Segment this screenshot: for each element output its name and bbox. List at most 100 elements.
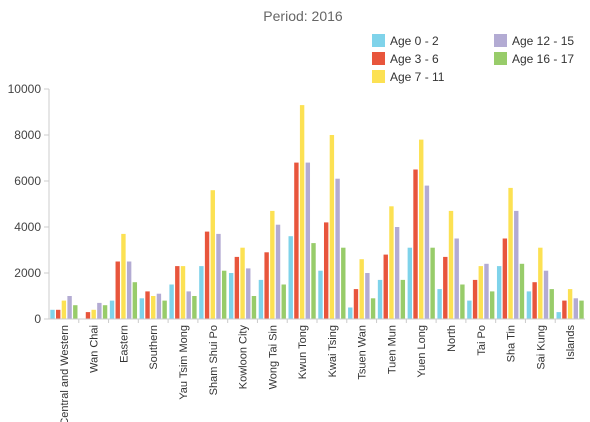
bar [526,291,532,319]
bar [323,222,329,319]
legend-swatch [494,34,507,47]
legend-label: Age 3 - 6 [390,52,439,66]
x-tick-label: Tuen Mun [386,325,398,374]
legend-label: Age 7 - 11 [390,70,445,84]
bar [91,309,96,319]
legend-swatch [372,52,385,65]
legend: Age 0 - 2 Age 3 - 6 Age 7 - 11 Age 12 - 15 A… [372,34,574,84]
bar [573,298,579,319]
bar [228,273,234,319]
bar [370,298,376,319]
bar [556,312,561,319]
x-tick-label: Sai Kung [535,325,547,370]
bar [258,279,264,319]
x-tick-label: Tai Po [476,325,488,356]
bar [424,185,430,319]
bar [264,252,269,319]
bar [478,266,483,319]
bar [383,254,388,319]
bar [318,270,323,319]
bar [502,238,508,319]
legend-swatch [494,52,507,65]
bar [115,261,120,319]
bar [413,169,418,319]
y-tick-label: 10000 [8,82,42,96]
bar [246,268,251,319]
bar [489,291,495,319]
legend-label: Age 12 - 15 [512,34,574,48]
x-tick-label: Tsuen Wan [357,325,369,380]
bar [85,312,91,319]
bar [210,190,215,319]
x-tick-label: North [446,325,458,352]
x-tick-label: Southern [148,325,160,370]
bar [532,282,537,319]
bar [365,273,370,319]
bar [467,300,472,319]
y-tick-label: 0 [34,312,41,326]
bar [377,279,383,319]
bar [186,291,191,319]
legend-swatch [372,70,385,83]
bar [73,305,78,319]
bar [389,206,394,319]
bar [294,162,299,319]
x-tick-label: Central and Western [59,325,71,422]
bar [341,247,346,319]
bar [519,263,525,319]
bar [419,139,424,319]
x-axis: Central and Western Wan Chai Eastern Southe… [49,318,585,422]
bar [221,270,227,319]
x-tick-label: Kowloon City [238,325,250,390]
bar [400,279,406,319]
bar [472,279,478,319]
bar [299,105,305,319]
bar [234,256,240,319]
x-tick-label: Wong Tai Sin [267,325,279,389]
bar [484,263,489,319]
bar [162,300,167,319]
bar [67,296,72,319]
bar [549,289,554,319]
bar [175,266,180,319]
bar [169,284,174,319]
x-tick-label: Yuen Long [416,325,428,378]
bar [562,300,567,319]
bar [204,231,210,319]
bar [348,307,353,319]
x-tick-label: Eastern [118,325,130,363]
x-tick-label: Kwai Tsing [327,325,339,377]
bar [329,135,335,319]
bar [311,243,316,319]
bars [50,105,584,319]
bar [305,162,311,319]
bar [132,282,138,319]
bar [514,210,519,319]
chart-title: Period: 2016 [263,8,343,24]
bar [199,266,204,319]
bar [180,266,186,319]
x-tick-label: Islands [565,325,577,360]
bar [567,289,573,319]
bar [448,210,454,319]
bar [275,224,281,319]
bar [508,187,513,319]
bar [97,302,102,319]
bar [61,300,67,319]
bar [496,266,502,319]
x-tick-label: Kwun Tong [297,325,309,379]
bar [288,236,293,319]
bar [251,296,257,319]
bar [156,293,162,319]
bar [538,247,543,319]
bar [139,298,145,319]
legend-label: Age 16 - 17 [512,52,574,66]
bar [151,296,156,319]
x-tick-label: Sha Tin [506,325,518,362]
bar [216,233,221,319]
bar [335,178,340,319]
legend-swatch [372,34,385,47]
bar [359,259,364,319]
